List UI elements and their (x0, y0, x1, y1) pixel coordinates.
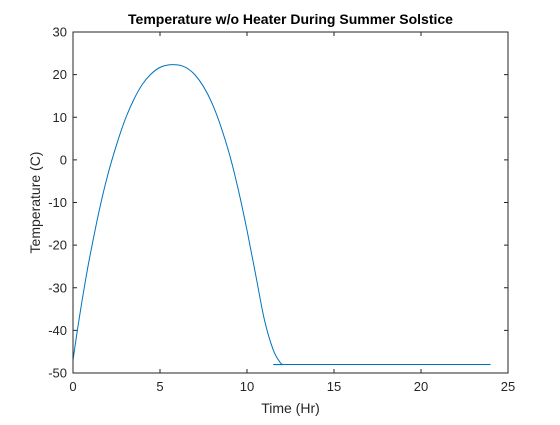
x-axis-label: Time (Hr) (261, 400, 320, 416)
x-tick-label: 20 (414, 379, 428, 394)
series-line-temperature (72, 64, 491, 366)
x-tick-label: 0 (69, 379, 76, 394)
y-tick-label: -10 (48, 195, 67, 210)
x-tick-label: 5 (156, 379, 163, 394)
x-tick-label: 15 (327, 379, 341, 394)
chart-title: Temperature w/o Heater During Summer Sol… (128, 11, 453, 27)
y-tick-labels: -50 -40 -30 -20 -10 0 10 20 30 (48, 25, 67, 381)
x-tick-label: 25 (501, 379, 515, 394)
y-tick-label: -50 (48, 366, 67, 381)
y-tick-label: 10 (53, 110, 67, 125)
x-tick-labels: 0 5 10 15 20 25 (69, 379, 515, 394)
y-tick-label: -40 (48, 323, 67, 338)
axes-box (72, 31, 509, 374)
y-tick-label: -30 (48, 280, 67, 295)
plot-area (73, 32, 508, 373)
y-tick-label: 30 (53, 25, 67, 40)
y-tick-label: 20 (53, 67, 67, 82)
y-axis-label: Temperature (C) (27, 152, 43, 254)
y-tick-label: -20 (48, 238, 67, 253)
y-tick-label: 0 (60, 152, 67, 167)
x-tick-label: 10 (240, 379, 254, 394)
